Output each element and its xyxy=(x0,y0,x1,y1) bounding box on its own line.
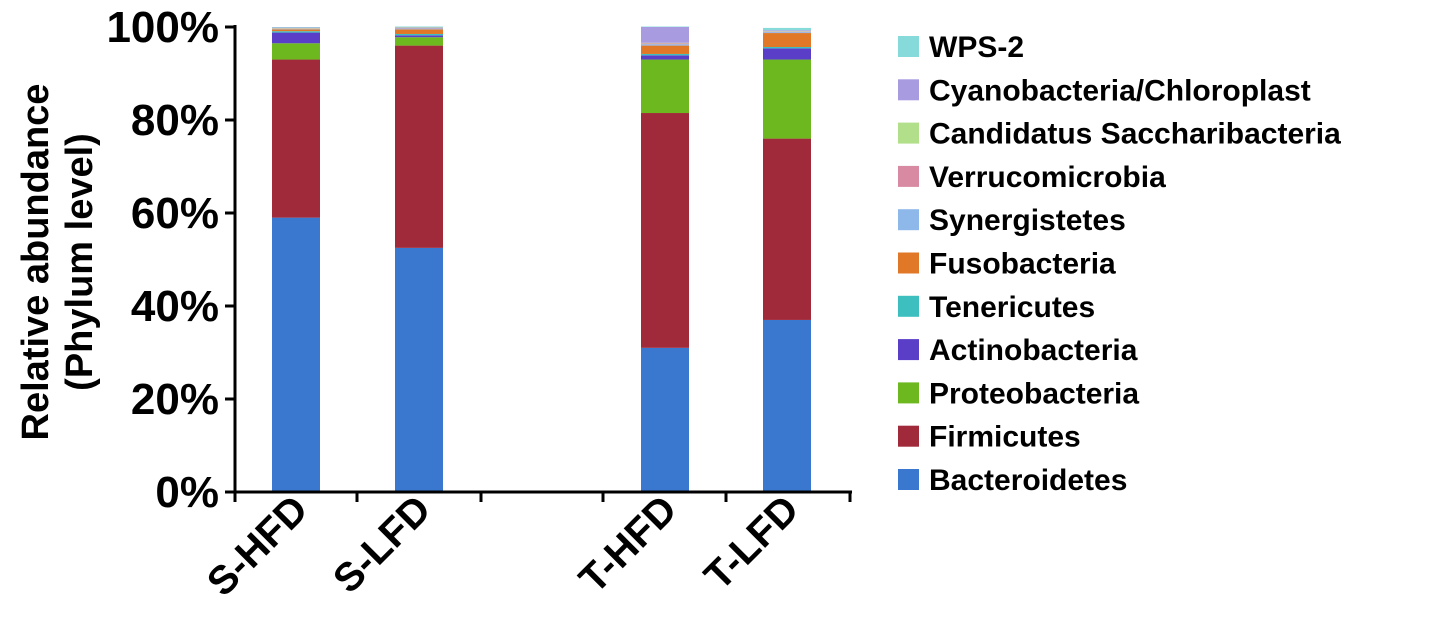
bar-segment xyxy=(395,29,443,34)
y-tick-label: 20% xyxy=(131,375,219,424)
bar-segment xyxy=(763,319,811,492)
bar-segment xyxy=(641,45,689,54)
x-tick-label: S-LFD xyxy=(325,487,439,601)
bar-segment xyxy=(641,27,689,43)
bar-segment xyxy=(395,45,443,248)
legend-swatch xyxy=(898,295,919,317)
bar-segment xyxy=(763,138,811,320)
legend-swatch xyxy=(898,122,919,144)
bar-segment xyxy=(641,113,689,348)
bar-segment xyxy=(641,53,689,56)
bar-segment xyxy=(641,43,689,45)
legend-label: Synergistetes xyxy=(929,204,1126,237)
legend-label: Verrucomicrobia xyxy=(929,161,1166,194)
bar-segment xyxy=(641,55,689,60)
bar-segment xyxy=(641,59,689,114)
legend-swatch xyxy=(898,252,919,274)
y-tick-label: 80% xyxy=(131,96,219,145)
legend: WPS-2 Cyanobacteria/Chloroplast Candidatus… xyxy=(898,31,1341,497)
bar-segment xyxy=(272,59,320,218)
bar-segment xyxy=(763,32,811,34)
bar-segment xyxy=(763,46,811,49)
legend-swatch xyxy=(898,165,919,187)
legend-label: Bacteroidetes xyxy=(929,464,1127,497)
legend-label: Actinobacteria xyxy=(929,334,1138,367)
bar-segment xyxy=(763,27,811,31)
y-axis-title-line: (Phylum level) xyxy=(59,133,101,391)
legend-label: WPS-2 xyxy=(929,31,1024,64)
bar-segment xyxy=(763,33,811,47)
y-axis-title-line: Relative abundance xyxy=(15,84,57,441)
y-axis: 0% 20% 40% 60% 80% 100% xyxy=(106,3,237,517)
legend-label: Cyanobacteria/Chloroplast xyxy=(929,74,1311,107)
bar-segment xyxy=(395,33,443,36)
y-tick-label: 0% xyxy=(155,468,219,517)
legend-label: Candidatus Saccharibacteria xyxy=(929,118,1341,151)
legend-swatch xyxy=(898,339,919,361)
legend-swatch xyxy=(898,209,919,231)
y-axis-title: Relative abundance (Phylum level) xyxy=(15,84,101,441)
bar-segment xyxy=(641,44,689,46)
x-tick-label: T-HFD xyxy=(571,487,685,601)
bar-segment xyxy=(395,37,443,46)
legend-label: Proteobacteria xyxy=(929,377,1139,410)
x-tick-label: T-LFD xyxy=(696,487,807,598)
bar-segment xyxy=(272,43,320,60)
bar-segment xyxy=(272,32,320,44)
y-tick-label: 60% xyxy=(131,189,219,238)
legend-label: Fusobacteria xyxy=(929,248,1116,281)
legend-swatch xyxy=(898,382,919,404)
bar-segment xyxy=(272,29,320,32)
legend-swatch xyxy=(898,79,919,101)
legend-swatch xyxy=(898,36,919,57)
bars xyxy=(272,26,811,492)
bar-segment xyxy=(272,217,320,492)
bar-segment xyxy=(763,59,811,139)
x-axis: S-HFD S-LFD T-HFD T-LFD xyxy=(199,487,852,605)
y-tick-label: 100% xyxy=(106,3,219,52)
legend-label: Tenericutes xyxy=(929,291,1095,324)
legend-label: Firmicutes xyxy=(929,421,1081,454)
bar-segment xyxy=(395,35,443,38)
legend-swatch xyxy=(898,469,919,490)
bar-segment xyxy=(641,347,689,492)
y-tick-label: 40% xyxy=(131,282,219,331)
bar-segment xyxy=(763,48,811,60)
bar-segment xyxy=(395,28,443,30)
bar-segment xyxy=(395,247,443,492)
bar-segment xyxy=(763,30,811,32)
legend-swatch xyxy=(898,425,919,447)
bar-segment xyxy=(272,31,320,33)
